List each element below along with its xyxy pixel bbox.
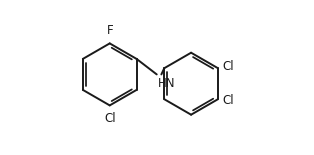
Text: Cl: Cl [223, 60, 234, 73]
Text: Cl: Cl [223, 94, 234, 107]
Text: Cl: Cl [104, 112, 116, 125]
Text: HN: HN [158, 77, 175, 90]
Text: F: F [106, 24, 113, 37]
